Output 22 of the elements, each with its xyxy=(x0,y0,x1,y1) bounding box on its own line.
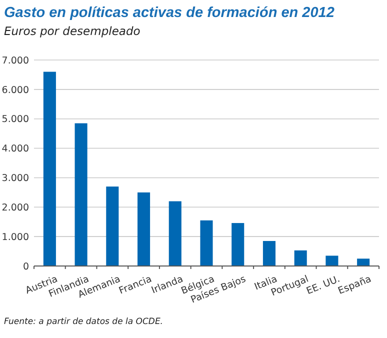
y-tick-label: 0 xyxy=(22,261,29,272)
bar xyxy=(138,192,150,266)
y-tick-label: 1.000 xyxy=(2,232,29,243)
bar xyxy=(43,72,56,266)
y-tick-label: 3.000 xyxy=(2,173,29,184)
bar xyxy=(200,220,213,266)
bar xyxy=(106,186,119,266)
chart-title: Gasto en políticas activas de formación en 2012 xyxy=(4,5,334,21)
y-tick-label: 5.000 xyxy=(2,114,29,126)
y-tick-label: 2.000 xyxy=(2,202,29,214)
bar xyxy=(294,250,307,266)
y-tick-label: 4.000 xyxy=(2,144,29,155)
y-tick-label: 7.000 xyxy=(2,55,29,66)
bar xyxy=(326,256,338,266)
bar xyxy=(357,258,370,266)
y-tick-label: 6.000 xyxy=(2,84,29,96)
bar xyxy=(262,240,276,266)
source-note: Fuente: a partir de datos de la OCDE. xyxy=(4,317,164,327)
bar xyxy=(168,201,182,266)
bar xyxy=(74,123,88,266)
bar xyxy=(232,223,244,266)
chart-subtitle: Euros por desempleado xyxy=(4,24,140,38)
